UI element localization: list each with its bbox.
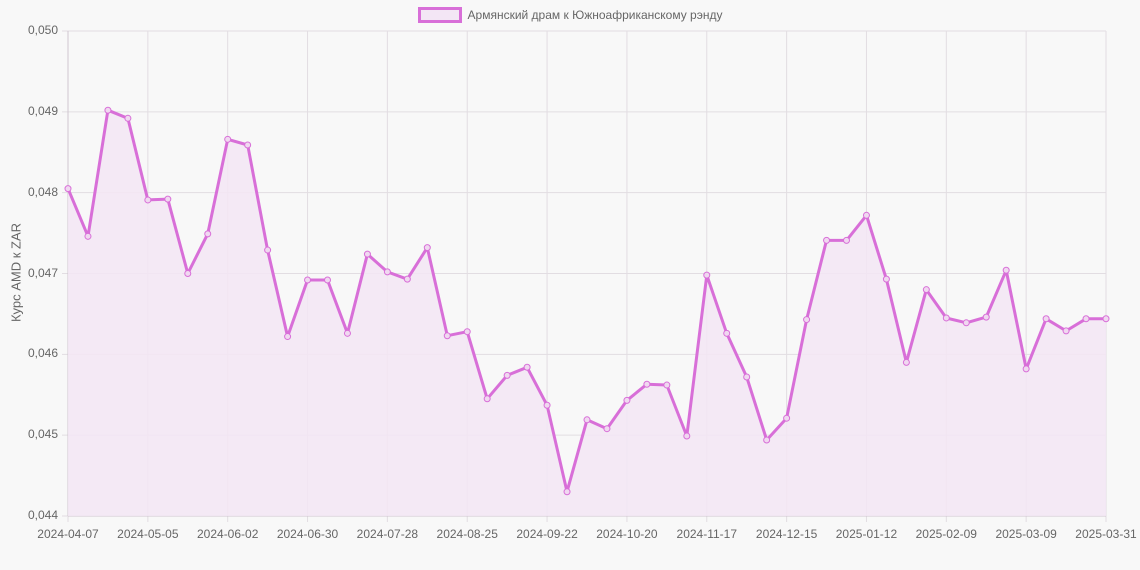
data-point[interactable] bbox=[483, 395, 491, 403]
y-tick-label: 0,047 bbox=[27, 265, 58, 280]
x-tick-label: 2024-09-22 bbox=[516, 527, 578, 541]
data-point[interactable] bbox=[1102, 315, 1110, 323]
data-point[interactable] bbox=[1002, 266, 1010, 274]
data-point[interactable] bbox=[324, 276, 331, 284]
data-point[interactable] bbox=[982, 313, 990, 321]
data-point[interactable] bbox=[423, 244, 431, 252]
data-point[interactable] bbox=[284, 333, 292, 341]
data-point[interactable] bbox=[603, 425, 611, 433]
x-tick-label: 2024-04-07 bbox=[37, 527, 99, 541]
data-point[interactable] bbox=[84, 232, 92, 240]
data-point[interactable] bbox=[304, 276, 312, 284]
data-point[interactable] bbox=[503, 371, 511, 379]
x-tick-label: 2025-03-09 bbox=[995, 527, 1057, 541]
data-point[interactable] bbox=[962, 319, 970, 327]
data-point[interactable] bbox=[363, 250, 371, 258]
x-tick-label: 2024-07-28 bbox=[356, 527, 419, 541]
data-point[interactable] bbox=[563, 488, 571, 496]
x-tick-label: 2024-10-20 bbox=[596, 527, 658, 541]
data-point[interactable] bbox=[843, 236, 850, 244]
data-point[interactable] bbox=[763, 436, 771, 444]
data-point[interactable] bbox=[583, 416, 591, 424]
data-point[interactable] bbox=[862, 211, 870, 219]
data-point[interactable] bbox=[723, 329, 731, 337]
y-tick-label: 0,048 bbox=[27, 184, 58, 199]
data-point[interactable] bbox=[1082, 315, 1090, 323]
y-tick-label: 0,046 bbox=[27, 346, 58, 361]
data-point[interactable] bbox=[104, 106, 112, 114]
data-point[interactable] bbox=[783, 414, 791, 422]
y-tick-label: 0,044 bbox=[27, 508, 58, 522]
x-tick-label: 2025-03-31 bbox=[1075, 527, 1137, 541]
data-point[interactable] bbox=[803, 316, 811, 324]
data-point[interactable] bbox=[1042, 315, 1050, 323]
data-point[interactable] bbox=[64, 185, 72, 193]
data-point[interactable] bbox=[244, 141, 252, 149]
data-point[interactable] bbox=[823, 236, 831, 244]
data-point[interactable] bbox=[743, 373, 751, 381]
data-point[interactable] bbox=[643, 380, 651, 388]
x-tick-label: 2024-12-15 bbox=[755, 527, 818, 541]
legend-swatch-icon bbox=[417, 7, 462, 23]
y-tick-label: 0,050 bbox=[27, 23, 58, 37]
data-point[interactable] bbox=[523, 363, 531, 371]
data-point[interactable] bbox=[443, 332, 451, 340]
data-point[interactable] bbox=[204, 230, 212, 238]
data-point[interactable] bbox=[224, 135, 232, 143]
chart-legend[interactable]: Армянский драм к Южноафриканскому рэнду bbox=[0, 7, 1140, 23]
data-point[interactable] bbox=[463, 328, 471, 336]
data-point[interactable] bbox=[703, 271, 711, 279]
data-point[interactable] bbox=[343, 329, 351, 337]
x-tick-label: 2025-01-12 bbox=[835, 527, 898, 541]
x-tick-label: 2024-08-25 bbox=[436, 527, 498, 541]
data-point[interactable] bbox=[383, 268, 391, 276]
data-point[interactable] bbox=[683, 432, 691, 440]
data-point[interactable] bbox=[144, 196, 152, 204]
x-tick-label: 2024-05-05 bbox=[117, 527, 179, 541]
data-point[interactable] bbox=[942, 314, 950, 322]
x-tick-label: 2025-02-09 bbox=[915, 527, 977, 541]
y-tick-label: 0,045 bbox=[27, 427, 58, 442]
x-tick-label: 2024-11-17 bbox=[676, 527, 738, 541]
data-point[interactable] bbox=[164, 195, 172, 203]
data-point[interactable] bbox=[902, 358, 910, 366]
x-tick-label: 2024-06-02 bbox=[196, 527, 259, 541]
data-point[interactable] bbox=[1022, 365, 1030, 373]
data-point[interactable] bbox=[543, 401, 551, 409]
data-point[interactable] bbox=[1062, 327, 1070, 335]
data-point[interactable] bbox=[184, 270, 192, 277]
data-point[interactable] bbox=[922, 286, 930, 294]
y-tick-label: 0,049 bbox=[27, 103, 58, 118]
data-point[interactable] bbox=[663, 381, 671, 389]
data-point[interactable] bbox=[623, 396, 631, 404]
data-point[interactable] bbox=[264, 246, 272, 254]
data-point[interactable] bbox=[882, 275, 890, 283]
data-point[interactable] bbox=[403, 275, 411, 283]
area-fill bbox=[68, 110, 1106, 516]
legend-label: Армянский драм к Южноафриканскому рэнду bbox=[467, 8, 723, 22]
x-tick-label: 2024-06-30 bbox=[276, 527, 339, 541]
data-point[interactable] bbox=[124, 114, 132, 122]
